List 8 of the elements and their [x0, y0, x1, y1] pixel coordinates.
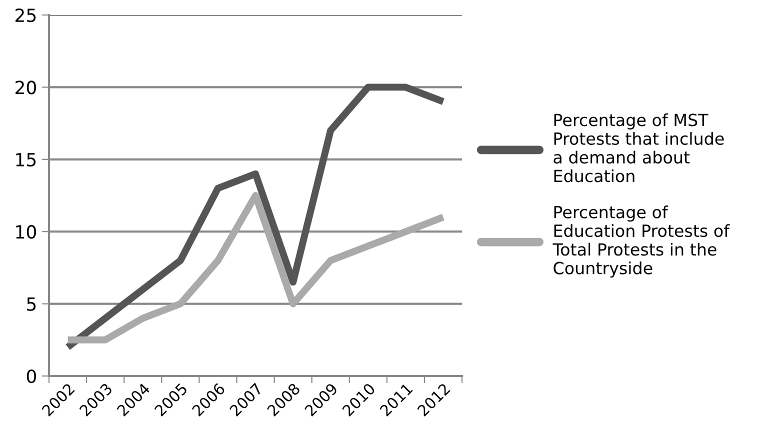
y-tick-label: 10: [16, 225, 36, 239]
y-tick-label: 5: [27, 297, 36, 311]
y-tick-label: 15: [16, 153, 36, 167]
legend-label: Percentage of Education Protests of Total Protests in the Countryside: [552, 206, 730, 278]
legend-label: Percentage of MST Protests that include a demand about Education: [554, 113, 724, 182]
y-tick-label: 25: [16, 8, 36, 22]
y-tick-label: 0: [26, 369, 36, 384]
y-tick-label: 20: [16, 80, 36, 94]
